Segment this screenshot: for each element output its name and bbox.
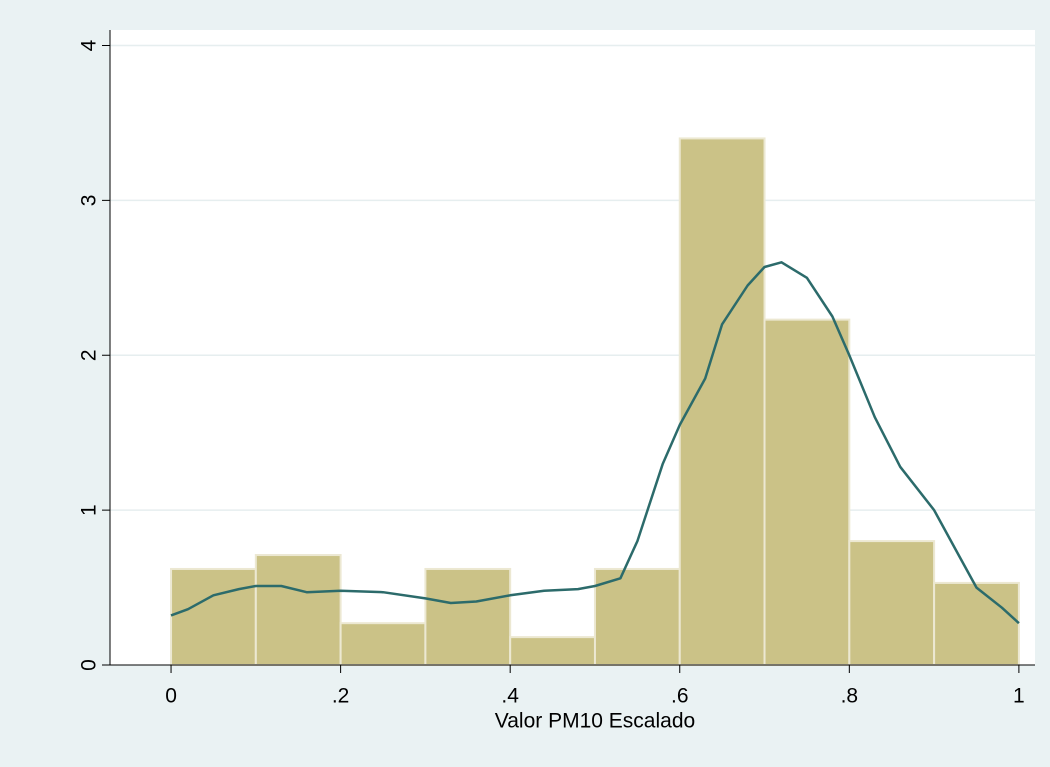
- density-line: [170, 261, 1020, 625]
- y-tick-label: 1: [78, 504, 101, 516]
- y-tick-label: 0: [78, 659, 101, 671]
- y-tick-label: 3: [78, 195, 101, 207]
- bar: [848, 540, 936, 666]
- bar: [593, 567, 681, 666]
- x-tick-label: .2: [332, 685, 350, 708]
- bar: [254, 554, 342, 666]
- x-tick-label: .6: [671, 685, 689, 708]
- y-tick-label: 4: [78, 39, 101, 51]
- x-tick-label: .4: [501, 685, 519, 708]
- bar: [763, 318, 851, 666]
- bar: [170, 567, 257, 666]
- x-tick-label: .8: [841, 685, 859, 708]
- y-tick-label: 2: [78, 349, 101, 361]
- bar: [933, 581, 1020, 666]
- bar: [509, 636, 596, 666]
- bar: [424, 567, 512, 666]
- bar: [339, 622, 427, 666]
- x-tick-label: 1: [1013, 685, 1025, 708]
- x-tick-label: 0: [165, 685, 177, 708]
- x-axis-title: Valor PM10 Escalado: [495, 710, 695, 733]
